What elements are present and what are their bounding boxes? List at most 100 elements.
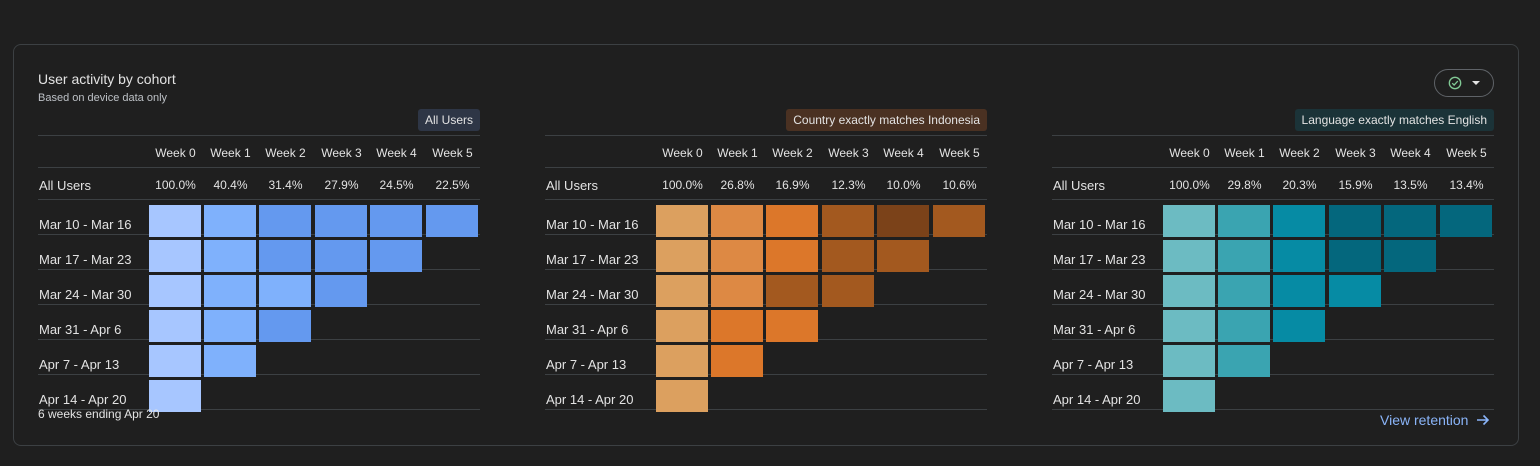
heatmap-cell[interactable] [1384, 240, 1436, 272]
heatmap-cell[interactable] [656, 345, 708, 377]
heatmap-cell[interactable] [149, 275, 201, 307]
row-label: Apr 7 - Apr 13 [546, 357, 627, 372]
heatmap-cell[interactable] [1163, 345, 1215, 377]
heatmap-cell[interactable] [1218, 275, 1270, 307]
row-label: Mar 24 - Mar 30 [1053, 287, 1146, 302]
divider [38, 374, 480, 375]
heatmap-cell[interactable] [1218, 240, 1270, 272]
column-header: Week 5 [1446, 146, 1487, 160]
heatmap-cell[interactable] [204, 240, 256, 272]
heatmap-cell[interactable] [259, 310, 311, 342]
heatmap-cell[interactable] [656, 240, 708, 272]
total-percent: 29.8% [1227, 178, 1262, 192]
heatmap-cell[interactable] [1329, 275, 1381, 307]
row-label: Mar 17 - Mar 23 [39, 252, 132, 267]
heatmap-cell[interactable] [822, 205, 874, 237]
heatmap-cell[interactable] [259, 240, 311, 272]
heatmap-cell[interactable] [1440, 205, 1492, 237]
row-label: Apr 7 - Apr 13 [39, 357, 120, 372]
row-label: Mar 24 - Mar 30 [546, 287, 639, 302]
divider [545, 135, 987, 136]
heatmap-cell[interactable] [822, 275, 874, 307]
heatmap-cell[interactable] [1218, 310, 1270, 342]
heatmap-cell[interactable] [259, 205, 311, 237]
heatmap-cell[interactable] [766, 275, 818, 307]
heatmap-cell[interactable] [259, 275, 311, 307]
row-label: Mar 10 - Mar 16 [546, 217, 639, 232]
heatmap-cell[interactable] [1329, 240, 1381, 272]
heatmap-cell[interactable] [426, 205, 478, 237]
column-header: Week 3 [828, 146, 869, 160]
row-label: Mar 31 - Apr 6 [1053, 322, 1136, 337]
heatmap-cell[interactable] [877, 240, 929, 272]
divider [38, 409, 480, 410]
heatmap-cell[interactable] [1163, 310, 1215, 342]
heatmap-cell[interactable] [204, 345, 256, 377]
heatmap-cell[interactable] [149, 240, 201, 272]
heatmap-cell[interactable] [204, 310, 256, 342]
heatmap-cell[interactable] [877, 205, 929, 237]
column-header: Week 3 [1335, 146, 1376, 160]
total-percent: 24.5% [379, 178, 414, 192]
column-header: Week 2 [1279, 146, 1320, 160]
arrow-right-icon [1477, 414, 1490, 426]
divider [545, 199, 987, 200]
heatmap-cell[interactable] [711, 275, 763, 307]
heatmap-cell[interactable] [315, 240, 367, 272]
heatmap-cell[interactable] [711, 205, 763, 237]
heatmap-cell[interactable] [933, 205, 985, 237]
heatmap-cell[interactable] [204, 275, 256, 307]
heatmap-cell[interactable] [1218, 345, 1270, 377]
heatmap-cell[interactable] [766, 205, 818, 237]
heatmap-cell[interactable] [1273, 275, 1325, 307]
total-percent: 100.0% [662, 178, 703, 192]
heatmap-cell[interactable] [1273, 205, 1325, 237]
heatmap-cell[interactable] [1273, 310, 1325, 342]
heatmap-cell[interactable] [1163, 205, 1215, 237]
heatmap-cell[interactable] [204, 205, 256, 237]
heatmap-cell[interactable] [1273, 240, 1325, 272]
heatmap-cell[interactable] [1163, 240, 1215, 272]
heatmap-cell[interactable] [766, 240, 818, 272]
heatmap-cell[interactable] [766, 310, 818, 342]
heatmap-cell[interactable] [656, 205, 708, 237]
heatmap-cell[interactable] [149, 380, 201, 412]
column-header: Week 3 [321, 146, 362, 160]
heatmap-cell[interactable] [822, 240, 874, 272]
total-percent: 26.8% [720, 178, 755, 192]
cohort-panel-3: Language exactly matches English Week 0 We… [1052, 109, 1494, 413]
row-label: Apr 7 - Apr 13 [1053, 357, 1134, 372]
heatmap-cell[interactable] [711, 345, 763, 377]
heatmap-cell[interactable] [149, 310, 201, 342]
heatmap-cell[interactable] [1384, 205, 1436, 237]
heatmap-cell[interactable] [1218, 205, 1270, 237]
total-percent: 12.3% [831, 178, 866, 192]
divider [1052, 167, 1494, 168]
cohort-panel-2: Country exactly matches Indonesia Week 0 W… [545, 109, 987, 413]
heatmap-cell[interactable] [656, 275, 708, 307]
heatmap-cell[interactable] [711, 240, 763, 272]
heatmap-cell[interactable] [656, 380, 708, 412]
heatmap-cell[interactable] [370, 240, 422, 272]
heatmap-cell[interactable] [315, 205, 367, 237]
column-header: Week 1 [717, 146, 758, 160]
cohort-card: User activity by cohort Based on device … [13, 44, 1519, 446]
total-percent: 27.9% [324, 178, 359, 192]
heatmap-cell[interactable] [1163, 275, 1215, 307]
total-percent: 100.0% [155, 178, 196, 192]
heatmap-cell[interactable] [1163, 380, 1215, 412]
row-label: Mar 10 - Mar 16 [39, 217, 132, 232]
heatmap-cell[interactable] [315, 275, 367, 307]
column-header: Week 4 [376, 146, 417, 160]
segment-tag: All Users [417, 109, 480, 131]
compare-menu-button[interactable] [1434, 69, 1494, 97]
heatmap-cell[interactable] [149, 205, 201, 237]
heatmap-cell[interactable] [711, 310, 763, 342]
view-retention-link[interactable]: View retention [1380, 412, 1490, 428]
heatmap-cell[interactable] [370, 205, 422, 237]
heatmap-cell[interactable] [149, 345, 201, 377]
heatmap-cell[interactable] [656, 310, 708, 342]
divider [38, 135, 480, 136]
heatmap-cell[interactable] [1329, 205, 1381, 237]
card-title: User activity by cohort [38, 71, 176, 87]
